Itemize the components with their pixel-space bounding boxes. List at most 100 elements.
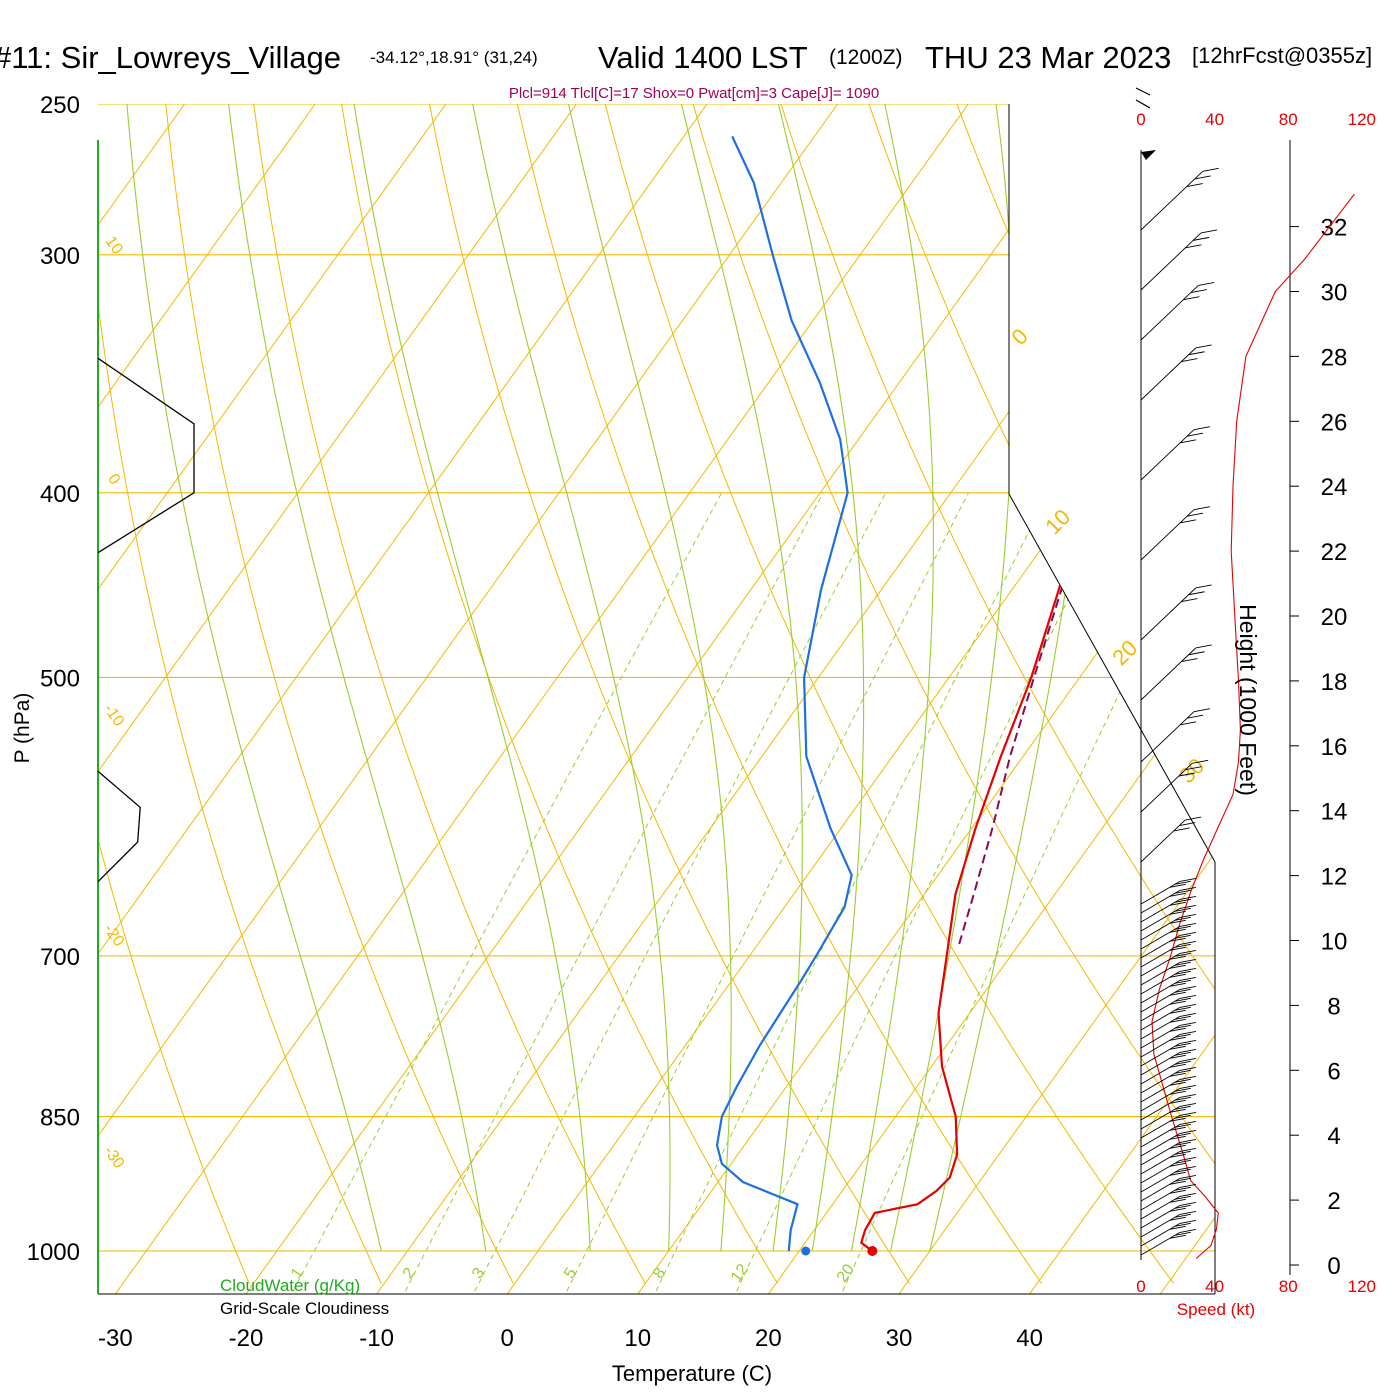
- wind-barb-feather: [1169, 1225, 1186, 1230]
- wind-barb: [1140, 170, 1204, 231]
- wind-barb-feather: [1169, 1090, 1186, 1095]
- height-tick-label: 6: [1327, 1058, 1340, 1085]
- station-coords: -34.12°,18.91° (31,24): [370, 48, 538, 67]
- wind-barb-feather: [1198, 282, 1215, 286]
- wind-barb-feather: [1193, 708, 1211, 713]
- wind-barb-feather: [1174, 1042, 1191, 1047]
- station-title: #11: Sir_Lowreys_Village: [0, 40, 341, 75]
- moist-adiabat-line: [850, 104, 934, 1252]
- isotherm-line: [245, 104, 1100, 1294]
- wind-barb-feather: [1179, 931, 1196, 936]
- moist-adiabat-line: [462, 104, 671, 1252]
- height-tick-label: 22: [1321, 539, 1348, 566]
- wind-barb-feather: [1185, 816, 1202, 821]
- wind-barb-feather: [1174, 1096, 1191, 1101]
- wind-barb: [1140, 935, 1181, 959]
- pressure-tick-label: 400: [40, 481, 80, 508]
- wind-barb: [1140, 1160, 1181, 1184]
- temp-tick-label: -20: [229, 1325, 264, 1352]
- wind-barb-feather: [1185, 766, 1202, 771]
- wind-barb: [1140, 285, 1199, 341]
- mixing-ratio-label: 5: [561, 1265, 580, 1282]
- height-tick-label: 4: [1327, 1123, 1340, 1150]
- wind-barb: [1140, 998, 1181, 1022]
- isotherm-line: [98, 104, 447, 1294]
- wind-barb-feather: [1179, 1093, 1196, 1098]
- wind-barb: [1140, 1196, 1181, 1220]
- wind-barb-feather: [1192, 759, 1209, 764]
- wind-barb-feather: [1179, 967, 1196, 972]
- temp-tick-label: 10: [624, 1325, 651, 1352]
- surface-temperature-dot: [867, 1246, 878, 1256]
- wind-barb: [1140, 917, 1181, 941]
- wind-barb: [1140, 890, 1181, 914]
- wind-barb-feather: [1180, 721, 1197, 726]
- valid-time: Valid 1400 LST: [598, 40, 808, 75]
- wind-barb-feather: [1169, 919, 1186, 924]
- wind-barb-feather: [1174, 934, 1191, 939]
- wind-barb-feather: [1174, 988, 1191, 993]
- temperature-trace: [860, 136, 1122, 1252]
- dry-adiabat-line: [1379, 70, 1400, 1283]
- mixing-ratio-line: [838, 492, 1215, 1294]
- wind-barb-feather: [1169, 1036, 1186, 1041]
- wind-barb-feather: [1174, 1105, 1191, 1110]
- wind-barb-feather: [1169, 1153, 1186, 1158]
- wind-barb-feather: [1169, 1216, 1186, 1221]
- wind-barb-feather: [1169, 1108, 1186, 1113]
- wind-barb-feather: [1169, 1135, 1186, 1140]
- wind-barb-feather: [1169, 883, 1186, 888]
- wind-barb-feather: [1179, 822, 1196, 826]
- wind-barb-feather: [1174, 1213, 1191, 1218]
- wind-barb-feather: [1179, 1057, 1196, 1062]
- wind-barb-feather: [1180, 439, 1197, 444]
- wind-barb-feather: [1174, 1168, 1191, 1173]
- isotherm-line: [114, 104, 969, 1294]
- isotherm-line: [1159, 104, 1215, 1294]
- wind-barb-feather: [1181, 598, 1198, 602]
- wind-barb: [1140, 1187, 1181, 1211]
- temp-tick-label: 30: [886, 1325, 913, 1352]
- mixing-ratio-label: 3: [469, 1265, 488, 1282]
- height-tick-label: 30: [1321, 280, 1348, 307]
- params-line: Plcl=914 Tlcl[C]=17 Shox=0 Pwat[cm]=3 Ca…: [509, 85, 879, 102]
- wind-barb-feather: [1174, 1087, 1191, 1092]
- wind-barb: [1140, 926, 1181, 950]
- wind-barb-feather: [1179, 1210, 1196, 1215]
- wind-barb: [1140, 899, 1181, 923]
- speed-tick-top: 120: [1348, 110, 1376, 129]
- moist-adiabat-line: [668, 104, 803, 1252]
- dry-adiabat-line: [509, 104, 1043, 1284]
- wind-barb: [1140, 1025, 1181, 1049]
- wind-barb-feather: [1200, 229, 1218, 234]
- wind-barb-feather: [1169, 1180, 1186, 1185]
- wind-barb-feather: [1169, 937, 1186, 942]
- wind-barb: [1140, 763, 1193, 813]
- isotherm-line: [506, 104, 1215, 1294]
- wind-barb-feather: [1195, 584, 1212, 589]
- wind-panel: 0246810121416182022242628303200404080801…: [1135, 87, 1376, 1296]
- wind-barb-feather: [1169, 910, 1186, 915]
- wind-barb-feather: [1179, 940, 1196, 945]
- wind-barb: [1140, 232, 1202, 291]
- wind-barb: [1140, 1097, 1181, 1121]
- wind-barb-feather: [1186, 512, 1204, 517]
- wind-barb: [1140, 1034, 1181, 1058]
- wind-barb: [1140, 347, 1196, 401]
- wind-barb-feather: [1174, 1186, 1191, 1191]
- wind-barb-feather: [1186, 432, 1204, 437]
- wind-barb-feather: [1174, 1150, 1191, 1155]
- forecast-date: THU 23 Mar 2023: [925, 40, 1172, 75]
- wind-barb-feather: [1169, 1063, 1186, 1068]
- wind-barb: [1140, 971, 1181, 995]
- speed-tick-top: 80: [1279, 110, 1298, 129]
- pressure-tick-label: 300: [40, 243, 80, 270]
- mixing-ratio-line: [288, 492, 723, 1294]
- wind-barb-feather: [1202, 167, 1219, 172]
- wind-barb-feather: [1181, 358, 1198, 362]
- surface-dewpoint-dot: [801, 1246, 811, 1256]
- wind-barb: [1140, 1232, 1181, 1256]
- wind-barb-feather: [1174, 925, 1191, 930]
